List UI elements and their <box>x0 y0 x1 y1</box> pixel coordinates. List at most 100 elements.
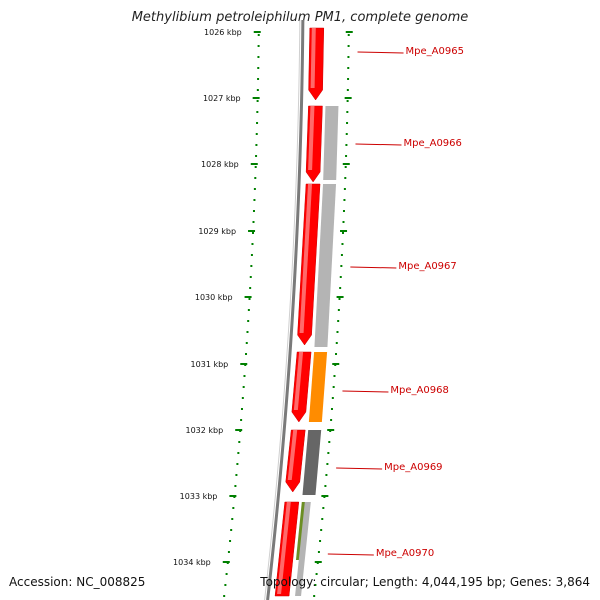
guide-dot-inner <box>248 298 251 300</box>
guide-dot-inner <box>257 56 260 58</box>
topology-label: Topology: <box>260 575 317 589</box>
guide-dot-outer <box>344 177 347 179</box>
tick-mark-outer <box>321 495 329 497</box>
forward-gene-highlight <box>277 502 291 594</box>
label-leader <box>355 143 402 146</box>
guide-dot-inner <box>256 100 259 102</box>
tick-label: 1028 kbp <box>201 160 239 169</box>
length-label: Length: <box>372 575 419 589</box>
backbone-line <box>266 19 305 600</box>
label-leader <box>342 390 389 393</box>
guide-dot-inner <box>253 188 256 190</box>
guide-dot-inner <box>237 452 240 454</box>
guide-dot-inner <box>254 166 257 168</box>
tick-mark-outer <box>340 230 348 232</box>
tick-mark <box>250 163 258 165</box>
guide-dot-outer <box>326 463 329 465</box>
guide-dot-outer <box>337 309 340 311</box>
guide-dot-inner <box>236 463 239 465</box>
guide-dot-outer <box>330 408 333 410</box>
tick-label: 1033 kbp <box>180 492 218 501</box>
accession-label: Accession: <box>9 575 73 589</box>
guide-dot-outer <box>342 210 345 212</box>
guide-dot-outer <box>340 265 343 267</box>
guide-dot-outer <box>339 276 342 278</box>
label-leader <box>336 467 383 470</box>
guide-dot-outer <box>346 89 349 91</box>
guide-dot-inner <box>229 540 232 542</box>
accession-info: Accession: NC_008825 <box>9 575 145 589</box>
guide-dot-inner <box>223 595 226 597</box>
tick-label: 1030 kbp <box>195 293 233 302</box>
guide-dot-outer <box>340 254 343 256</box>
guide-dot-inner <box>253 199 256 201</box>
tick-label: 1034 kbp <box>173 558 211 567</box>
guide-dot-inner <box>238 441 241 443</box>
guide-dot-outer <box>331 397 334 399</box>
tick-mark-outer <box>342 163 350 165</box>
guide-dot-outer <box>315 573 318 575</box>
guide-dot-inner <box>245 353 248 355</box>
guide-dot-inner <box>235 474 238 476</box>
gene-label: Mpe_A0969 <box>384 462 442 473</box>
guide-dot-inner <box>246 331 249 333</box>
forward-gene-highlight <box>299 184 313 333</box>
genes-value: 3,864 <box>555 575 590 589</box>
guide-dot-inner <box>250 265 253 267</box>
tick-label: 1026 kbp <box>204 28 242 37</box>
tick-mark <box>252 97 260 99</box>
tick-mark <box>240 363 248 365</box>
guide-dot-outer <box>332 386 335 388</box>
guide-dot-outer <box>324 485 327 487</box>
forward-gene-highlight <box>287 430 298 480</box>
gene-block <box>308 352 328 422</box>
guide-dot-inner <box>250 254 253 256</box>
guide-dot-outer <box>320 529 323 531</box>
guide-dot-inner <box>255 155 258 157</box>
guide-dot-inner <box>251 232 254 234</box>
topology-value: circular <box>320 575 365 589</box>
tick-mark <box>235 429 243 431</box>
guide-dot-outer <box>339 287 342 289</box>
gene-label: Mpe_A0967 <box>398 261 456 272</box>
guide-dot-outer <box>342 221 345 223</box>
guide-dot-inner <box>243 375 246 377</box>
tick-mark-outer <box>345 31 353 33</box>
guide-dot-outer <box>313 595 316 597</box>
gene-labels: Mpe_A0965 Mpe_A0966 Mpe_A0967 Mpe_A0968 Mpe_… <box>327 46 464 559</box>
guide-dot-inner <box>252 210 255 212</box>
guide-dot-inner <box>251 243 254 245</box>
guide-dot-inner <box>256 122 259 124</box>
guide-dot-outer <box>328 441 331 443</box>
tick-mark-outer <box>327 429 335 431</box>
guide-dot-inner <box>257 67 260 69</box>
guide-dot-outer <box>317 551 320 553</box>
guide-dot-inner <box>254 177 257 179</box>
forward-gene <box>305 105 323 183</box>
guide-dot-outer <box>322 507 325 509</box>
guide-dot-inner <box>247 309 250 311</box>
guide-dot-inner <box>234 485 237 487</box>
guide-dot-inner <box>241 397 244 399</box>
guide-dot-outer <box>335 342 338 344</box>
guide-dot-outer <box>347 67 350 69</box>
guide-dot-outer <box>345 144 348 146</box>
guide-dot-inner <box>247 320 250 322</box>
guide-dot-outer <box>347 78 350 80</box>
guide-dot-outer <box>335 353 338 355</box>
guide-dot-outer <box>333 375 336 377</box>
gene-label: Mpe_A0965 <box>406 46 464 57</box>
gene-block <box>323 106 339 180</box>
label-leader <box>357 51 404 54</box>
tick-mark <box>248 230 256 232</box>
backbone <box>264 19 305 600</box>
map-title: Methylibium petroleiphilum PM1, complete… <box>131 10 469 25</box>
guide-dot-inner <box>231 518 234 520</box>
gene-block <box>295 502 311 596</box>
guide-dot-inner <box>227 551 230 553</box>
gene-label: Mpe_A0970 <box>376 548 434 559</box>
guide-dot-outer <box>343 199 346 201</box>
guide-dot-inner <box>255 144 258 146</box>
forward-gene <box>308 27 325 101</box>
guide-dot-outer <box>327 452 330 454</box>
